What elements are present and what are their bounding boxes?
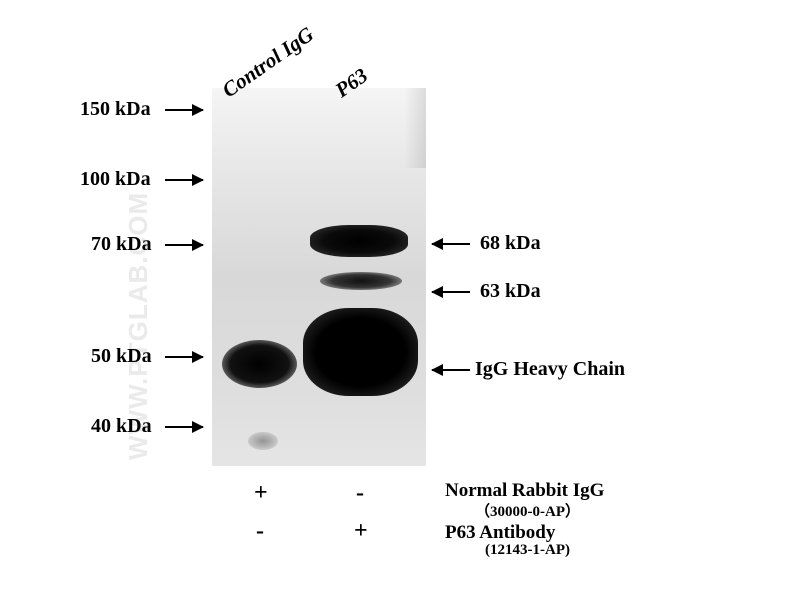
band-p63-63kda	[320, 272, 402, 290]
band-faint	[248, 432, 278, 450]
mw-40: 40 kDa	[91, 415, 152, 438]
arrow-63kda	[432, 291, 470, 293]
band-p63-68kda	[310, 225, 408, 257]
arrow-68kda	[432, 243, 470, 245]
band-p63-heavychain	[303, 308, 418, 396]
mw-50: 50 kDa	[91, 345, 152, 368]
mw-150: 150 kDa	[80, 98, 151, 121]
band-control-heavychain	[222, 340, 297, 388]
mw-70: 70 kDa	[91, 233, 152, 256]
arrow-heavychain	[432, 369, 470, 371]
arrow-150	[165, 109, 203, 111]
key-p63-ab-main: P63 Antibody	[445, 522, 555, 543]
arrow-40	[165, 426, 203, 428]
pm-r1c1: +	[354, 518, 368, 545]
pm-r0c0: +	[254, 480, 268, 507]
arrow-50	[165, 356, 203, 358]
blot-membrane	[212, 88, 426, 466]
figure-container: WWW.PTGLAB.COM Control IgG P63 150 kDa 1…	[0, 0, 800, 600]
arrow-100	[165, 179, 203, 181]
blot-shading	[404, 88, 426, 168]
key-normal-igg: Normal Rabbit IgG （30000-0-AP）	[445, 480, 604, 521]
pm-r0c1: -	[356, 480, 364, 507]
key-p63-ab: P63 Antibody (12143-1-AP)	[445, 522, 570, 559]
label-68kda: 68 kDa	[480, 232, 541, 255]
key-normal-igg-main: Normal Rabbit IgG	[445, 480, 604, 501]
mw-100: 100 kDa	[80, 168, 151, 191]
arrow-70	[165, 244, 203, 246]
label-heavychain: IgG Heavy Chain	[475, 358, 625, 381]
key-normal-igg-sub: （30000-0-AP）	[445, 500, 604, 521]
label-63kda: 63 kDa	[480, 280, 541, 303]
key-p63-ab-sub: (12143-1-AP)	[445, 542, 570, 559]
pm-r1c0: -	[256, 518, 264, 545]
